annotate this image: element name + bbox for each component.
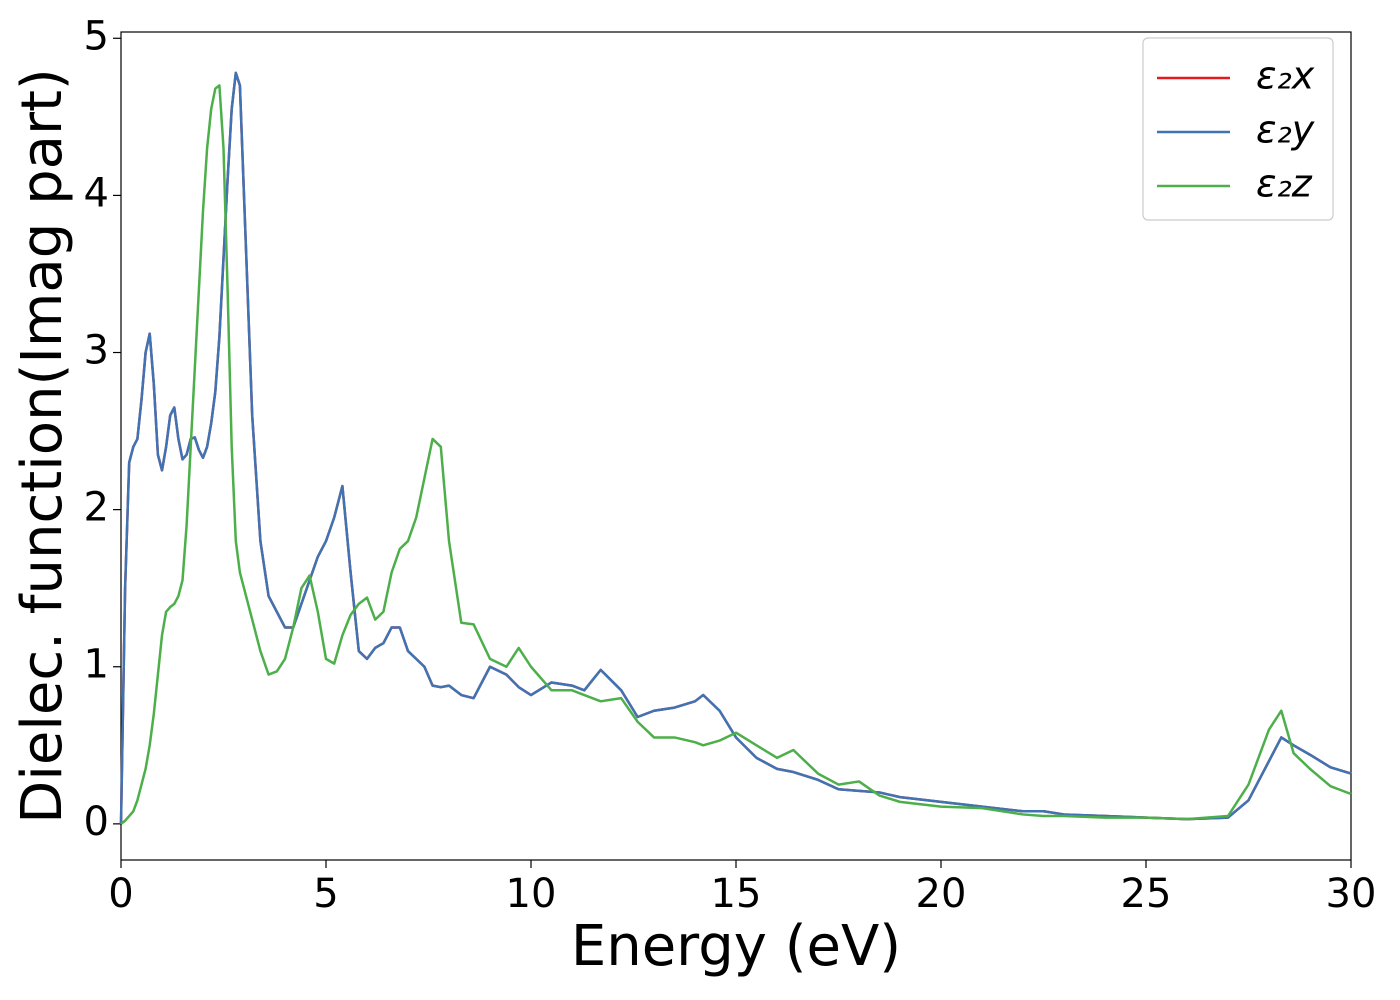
y-tick-label: 3 xyxy=(84,328,109,374)
x-tick-label: 5 xyxy=(313,871,338,917)
legend-label: ε₂x xyxy=(1256,54,1315,98)
x-tick-label: 25 xyxy=(1121,871,1172,917)
series-line xyxy=(119,71,1352,824)
x-tick-label: 30 xyxy=(1326,871,1377,917)
y-tick-label: 4 xyxy=(84,170,109,216)
x-tick-label: 0 xyxy=(108,871,133,917)
x-axis-label: Energy (eV) xyxy=(571,914,901,979)
x-tick-label: 20 xyxy=(916,871,967,917)
legend-box xyxy=(1142,37,1334,221)
legend-label: ε₂z xyxy=(1256,162,1313,206)
legend-label: ε₂y xyxy=(1256,108,1315,152)
x-tick-label: 15 xyxy=(711,871,762,917)
y-tick-label: 5 xyxy=(84,13,109,59)
y-tick-label: 2 xyxy=(84,485,109,531)
y-tick-label: 1 xyxy=(84,642,109,688)
y-axis-label: Dielec. function(Imag part) xyxy=(10,68,75,824)
series-line xyxy=(120,84,1352,825)
x-tick-label: 10 xyxy=(506,871,557,917)
y-tick-label: 0 xyxy=(84,799,109,845)
